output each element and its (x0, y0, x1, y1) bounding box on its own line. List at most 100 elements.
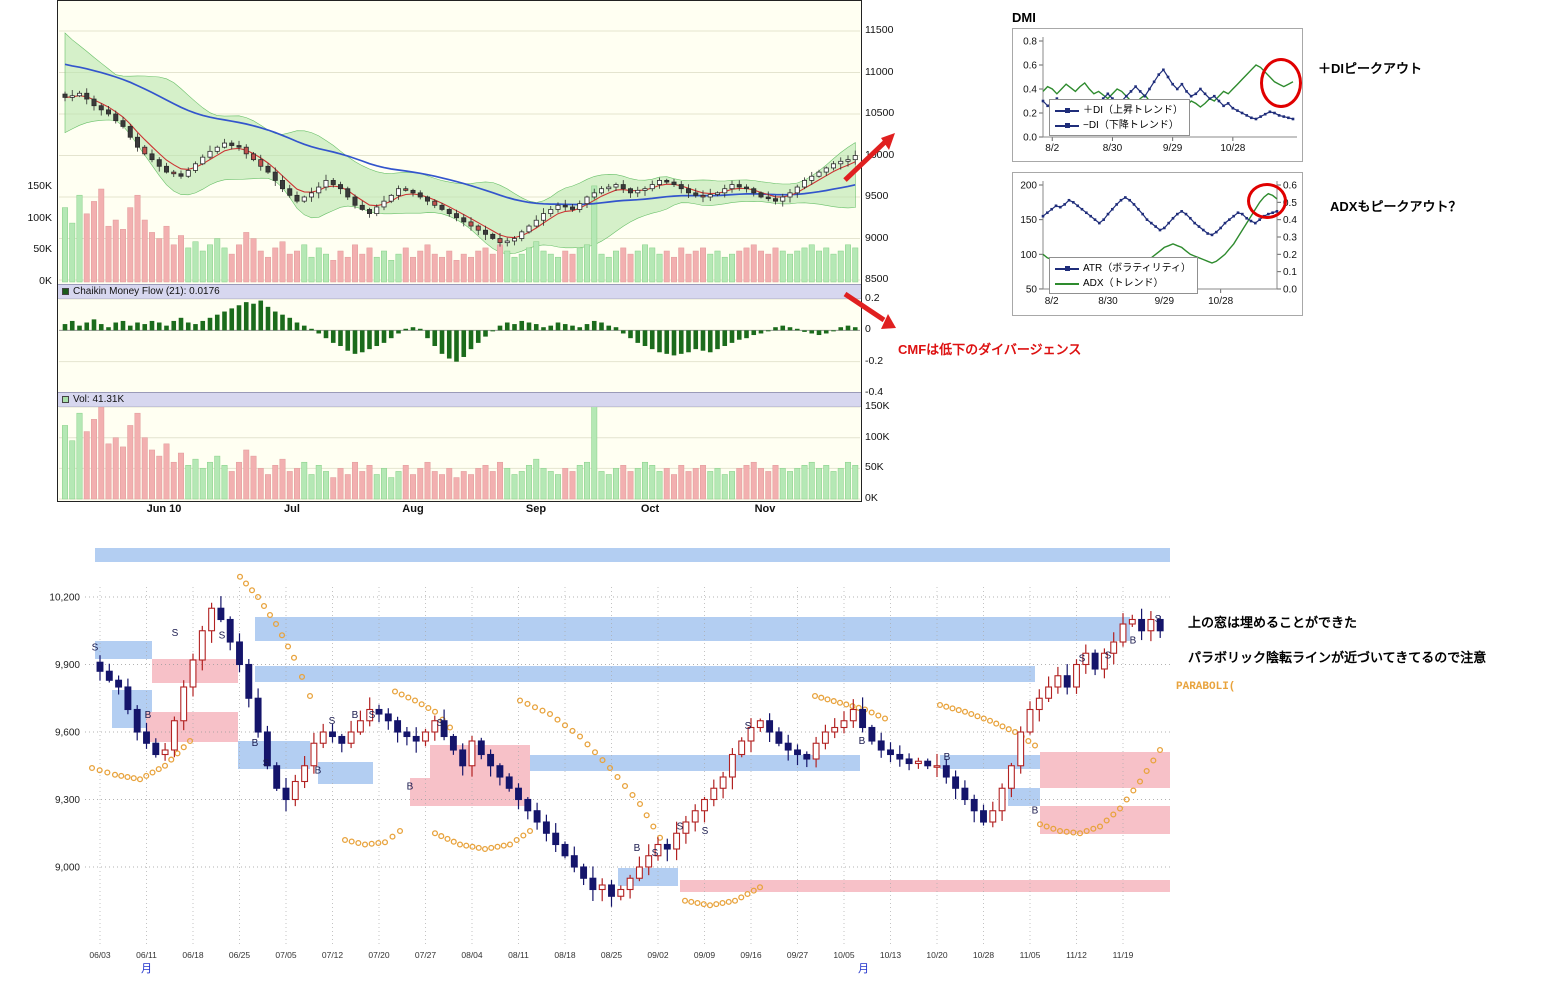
trade-marker: S (172, 628, 179, 639)
svg-text:06/11: 06/11 (136, 950, 157, 960)
window-note: 上の窓は埋めることができた (1188, 615, 1358, 630)
dmi-chart: 0.8 0.6 0.4 0.2 0.0 8/2 8/30 9/29 10/28 ＋DI（上昇トレ… (1012, 28, 1303, 162)
svg-text:10/28: 10/28 (1208, 296, 1233, 307)
dmi-svg: 0.8 0.6 0.4 0.2 0.0 8/2 8/30 9/29 10/28 (1023, 37, 1297, 154)
atr-svg: 200 150 100 50 0.6 0.5 0.4 0.3 0.2 0.1 0.0 8/2 8/30 9… (1020, 181, 1297, 308)
month-label: Aug (402, 503, 424, 515)
vol-svg (58, 407, 861, 501)
gap-window-pink (1040, 752, 1170, 788)
svg-text:10/28: 10/28 (973, 950, 995, 960)
month-label: Nov (754, 503, 776, 515)
svg-text:0.5: 0.5 (1283, 198, 1297, 209)
svg-text:8/30: 8/30 (1103, 143, 1123, 154)
svg-text:0.2: 0.2 (1283, 250, 1297, 261)
svg-text:06/25: 06/25 (229, 950, 251, 960)
gap-window-pink (680, 880, 1170, 892)
atr-legend-row: ADX（トレンド） (1055, 276, 1191, 291)
vol-legend-icon (62, 396, 69, 403)
svg-text:8/30: 8/30 (1098, 296, 1118, 307)
trade-marker: S (92, 643, 99, 654)
di-peak-circle (1260, 58, 1302, 108)
trade-marker: B (315, 766, 322, 777)
trade-marker: S (369, 710, 376, 721)
svg-text:9,600: 9,600 (55, 728, 80, 739)
trade-marker: S (329, 716, 336, 727)
svg-text:8/2: 8/2 (1045, 296, 1059, 307)
parabolic-note: パラボリック陰転ラインが近づいてきてるので注意 (1188, 650, 1487, 665)
plus-di-line-icon (1055, 107, 1079, 115)
vol-tick: 150K (865, 400, 890, 413)
atr-line-icon (1055, 265, 1079, 273)
svg-text:11/12: 11/12 (1066, 950, 1087, 960)
main-vol-axis-left: 150K 100K 50K 0K (20, 0, 54, 300)
cmf-tick: 0 (865, 323, 871, 336)
minus-di-line-icon (1055, 122, 1079, 130)
svg-text:09/27: 09/27 (787, 950, 809, 960)
atr-legend: ATR（ボラティリティ） ADX（トレンド） (1049, 257, 1199, 294)
price-tick: 11000 (865, 65, 894, 78)
svg-text:08/11: 08/11 (508, 950, 529, 960)
gap-window-blue (112, 690, 152, 728)
arrow-down-head-icon (881, 314, 896, 329)
price-tick: 9000 (865, 231, 889, 244)
cmf-tick: -0.4 (865, 386, 884, 399)
arrow-down-icon (843, 291, 886, 323)
adx-peak-circle (1247, 183, 1287, 219)
gap-window-pink (146, 712, 238, 742)
svg-text:9/29: 9/29 (1155, 296, 1175, 307)
svg-text:8/2: 8/2 (1045, 143, 1059, 154)
month-label: Jul (284, 503, 300, 515)
month-label: Sep (525, 503, 547, 515)
plus-di-label: ＋DI（上昇トレンド） (1083, 105, 1183, 116)
arrow-up-icon (843, 140, 887, 182)
vol-left-tick: 100K (27, 211, 52, 224)
trade-marker: B (407, 781, 414, 792)
gap-window-blue (318, 762, 373, 784)
dmi-legend-row: ＋DI（上昇トレンド） (1055, 103, 1183, 118)
vol-left-tick: 0K (39, 275, 52, 288)
trade-marker: S (1155, 614, 1162, 625)
svg-text:100: 100 (1020, 250, 1037, 261)
svg-text:0.0: 0.0 (1023, 133, 1037, 144)
trade-marker: B (1032, 805, 1039, 816)
svg-text:0.1: 0.1 (1283, 267, 1297, 278)
red-arrows (843, 133, 896, 329)
svg-text:9/29: 9/29 (1163, 143, 1183, 154)
svg-text:08/25: 08/25 (601, 950, 623, 960)
trade-marker: S (677, 821, 684, 832)
atr-legend-row: ATR（ボラティリティ） (1055, 261, 1191, 276)
month-mark-1: 月 (141, 963, 152, 975)
price-tick: 9500 (865, 190, 889, 202)
svg-text:0.6: 0.6 (1023, 61, 1037, 72)
svg-text:0.8: 0.8 (1023, 37, 1037, 48)
gap-window-blue (238, 741, 310, 769)
cmf-label: Chaikin Money Flow (21): 0.0176 (73, 286, 220, 297)
svg-text:0.3: 0.3 (1283, 232, 1297, 243)
month-mark-2: 月 (858, 963, 869, 975)
price-tick: 8500 (865, 273, 889, 285)
vol-left-tick: 150K (27, 180, 52, 192)
trade-marker: B (145, 710, 152, 721)
trade-marker: B (252, 738, 259, 749)
svg-text:9,900: 9,900 (55, 660, 80, 671)
svg-text:0.2: 0.2 (1023, 109, 1037, 120)
svg-text:0.4: 0.4 (1283, 215, 1297, 226)
svg-text:0.6: 0.6 (1283, 181, 1297, 192)
trade-marker: B (352, 710, 359, 721)
gap-window-blue (530, 755, 860, 771)
dmi-legend-row: −DI（下降トレンド） (1055, 118, 1183, 133)
gap-window-blue (940, 755, 1040, 769)
cmf-divergence-note: CMFは低下のダイバージェンス (898, 342, 1082, 357)
svg-text:0.4: 0.4 (1023, 85, 1037, 96)
svg-text:10/28: 10/28 (1220, 143, 1245, 154)
adx-label: ADX（トレンド） (1083, 278, 1164, 289)
dmi-legend: ＋DI（上昇トレンド） −DI（下降トレンド） (1049, 99, 1190, 136)
price-tick: 11500 (865, 24, 894, 36)
gap-window-blue (95, 548, 1170, 562)
minus-di-label: −DI（下降トレンド） (1083, 120, 1179, 131)
svg-text:10/20: 10/20 (926, 950, 948, 960)
parabolic-series-label: PARABOLI( (1176, 681, 1236, 693)
svg-text:10/13: 10/13 (880, 950, 902, 960)
arrow-up-head-icon (881, 133, 895, 150)
